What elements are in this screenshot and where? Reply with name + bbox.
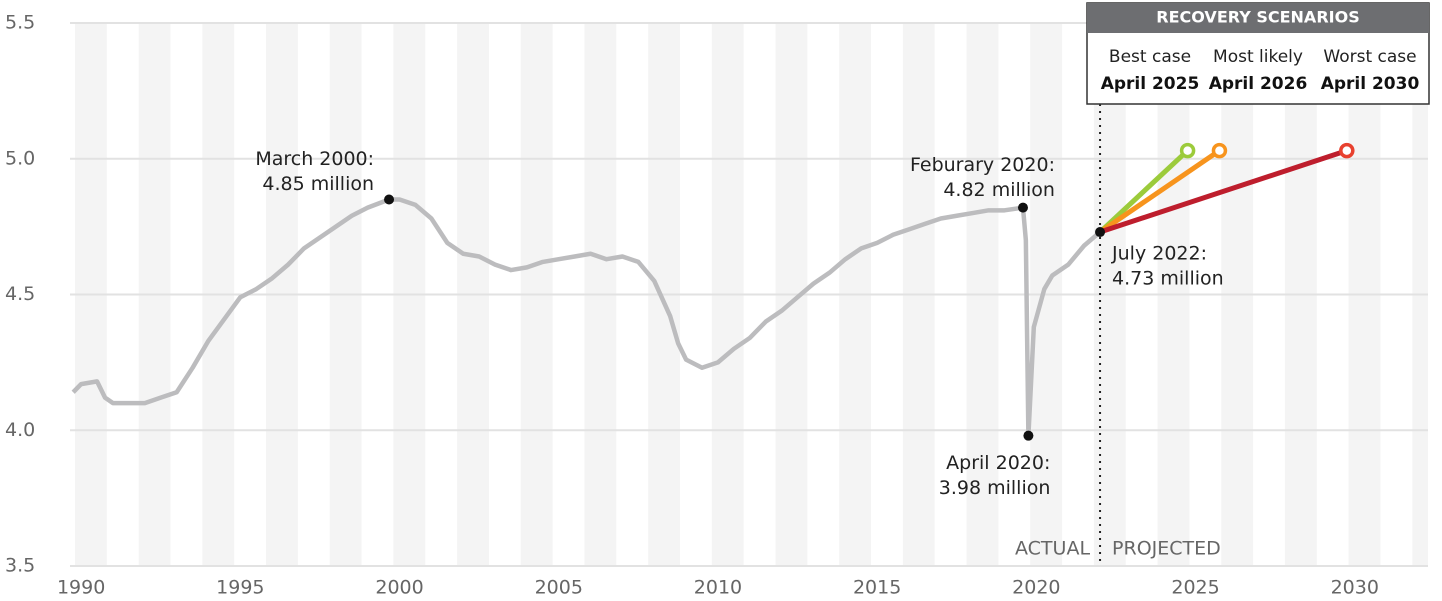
- plot: [71, 104, 1355, 566]
- annotation-dot: [1017, 202, 1028, 213]
- legend-date: April 2026: [1209, 74, 1308, 94]
- projected-label: PROJECTED: [1112, 538, 1221, 560]
- annotation-text: 4.73 million: [1112, 268, 1224, 290]
- annotation-text: July 2022:: [1111, 243, 1207, 265]
- legend: RECOVERY SCENARIOS: [1086, 2, 1430, 105]
- scenario-line: [1099, 148, 1348, 235]
- scenario-line: [1098, 148, 1221, 235]
- annotation-text: Feburary 2020:: [910, 154, 1055, 176]
- y-tick-label: 5.5: [5, 12, 35, 34]
- actual-label: ACTUAL: [1015, 538, 1090, 560]
- legend-date: April 2030: [1321, 74, 1420, 94]
- y-tick-label: 4.5: [5, 283, 35, 305]
- x-tick-label: 2010: [694, 577, 742, 599]
- scenario-line: [1098, 148, 1190, 234]
- x-tick-label: 2025: [1171, 577, 1219, 599]
- legend-name: Most likely: [1213, 47, 1303, 67]
- x-tick-label: 1990: [57, 577, 105, 599]
- annotation-text: 4.82 million: [943, 179, 1055, 201]
- annotation-text: 3.98 million: [939, 477, 1051, 499]
- x-tick-label: 2030: [1331, 577, 1379, 599]
- scenario-end: [1211, 142, 1228, 159]
- legend-name: Best case: [1109, 47, 1191, 67]
- x-tick-label: 1995: [216, 577, 264, 599]
- x-tick-label: 2015: [853, 577, 901, 599]
- y-tick-label: 5.0: [5, 147, 35, 169]
- legend-name: Worst case: [1323, 47, 1416, 67]
- annotation-dot: [384, 194, 395, 205]
- annotation-dot: [1095, 227, 1106, 238]
- legend-header: [1087, 3, 1429, 33]
- x-tick-label: 2020: [1012, 577, 1060, 599]
- legend-date: April 2025: [1101, 74, 1200, 94]
- x-tick-label: 2000: [375, 577, 423, 599]
- annotation-text: March 2000:: [255, 148, 374, 170]
- scenario-end: [1179, 142, 1196, 159]
- grid: [70, 22, 1428, 567]
- scenario-end: [1339, 142, 1355, 159]
- annotation-text: 4.85 million: [262, 173, 374, 195]
- y-tick-label: 4.0: [5, 419, 35, 441]
- x-tick-label: 2005: [535, 577, 583, 599]
- annotation-dot: [1023, 430, 1034, 441]
- y-tick-label: 3.5: [5, 555, 35, 577]
- data-line: [71, 197, 1102, 438]
- legend-title: RECOVERY SCENARIOS: [1156, 8, 1359, 27]
- annotation-text: April 2020:: [946, 452, 1050, 474]
